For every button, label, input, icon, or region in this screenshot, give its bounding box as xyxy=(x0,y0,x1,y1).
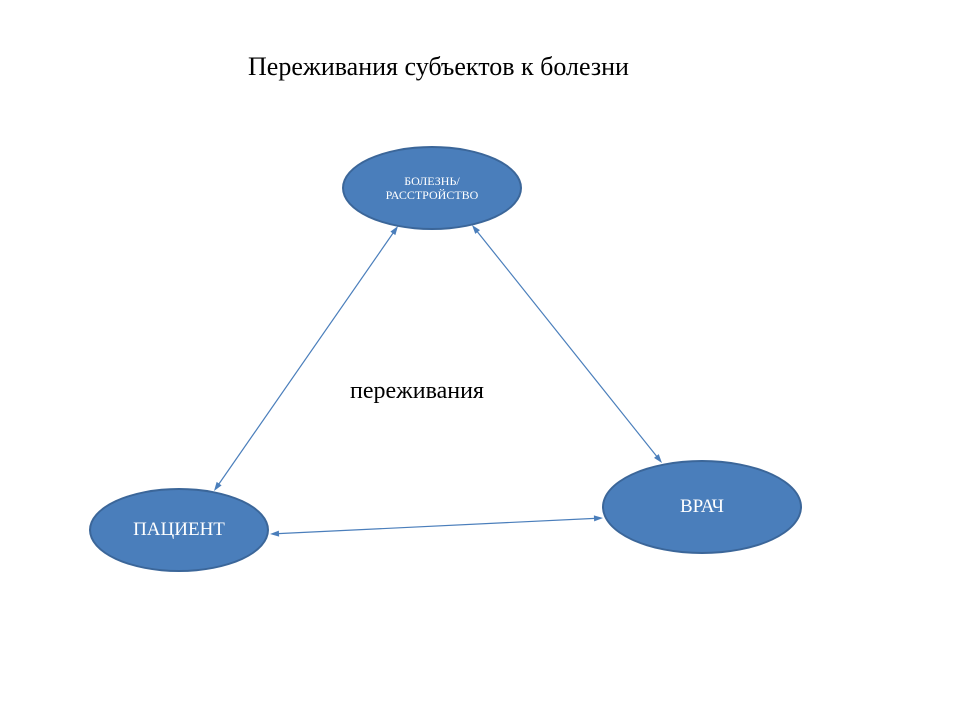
node-doctor-label: ВРАЧ xyxy=(680,496,724,519)
node-doctor: ВРАЧ xyxy=(602,460,802,554)
diagram-title: Переживания субъектов к болезни xyxy=(248,52,629,82)
center-label: переживания xyxy=(350,378,484,405)
edges-layer xyxy=(0,0,960,720)
node-disease-label: БОЛЕЗНЬ/ РАССТРОЙСТВО xyxy=(386,174,479,203)
node-disease: БОЛЕЗНЬ/ РАССТРОЙСТВО xyxy=(342,146,522,230)
node-patient: ПАЦИЕНТ xyxy=(89,488,269,572)
node-patient-label: ПАЦИЕНТ xyxy=(133,519,225,542)
